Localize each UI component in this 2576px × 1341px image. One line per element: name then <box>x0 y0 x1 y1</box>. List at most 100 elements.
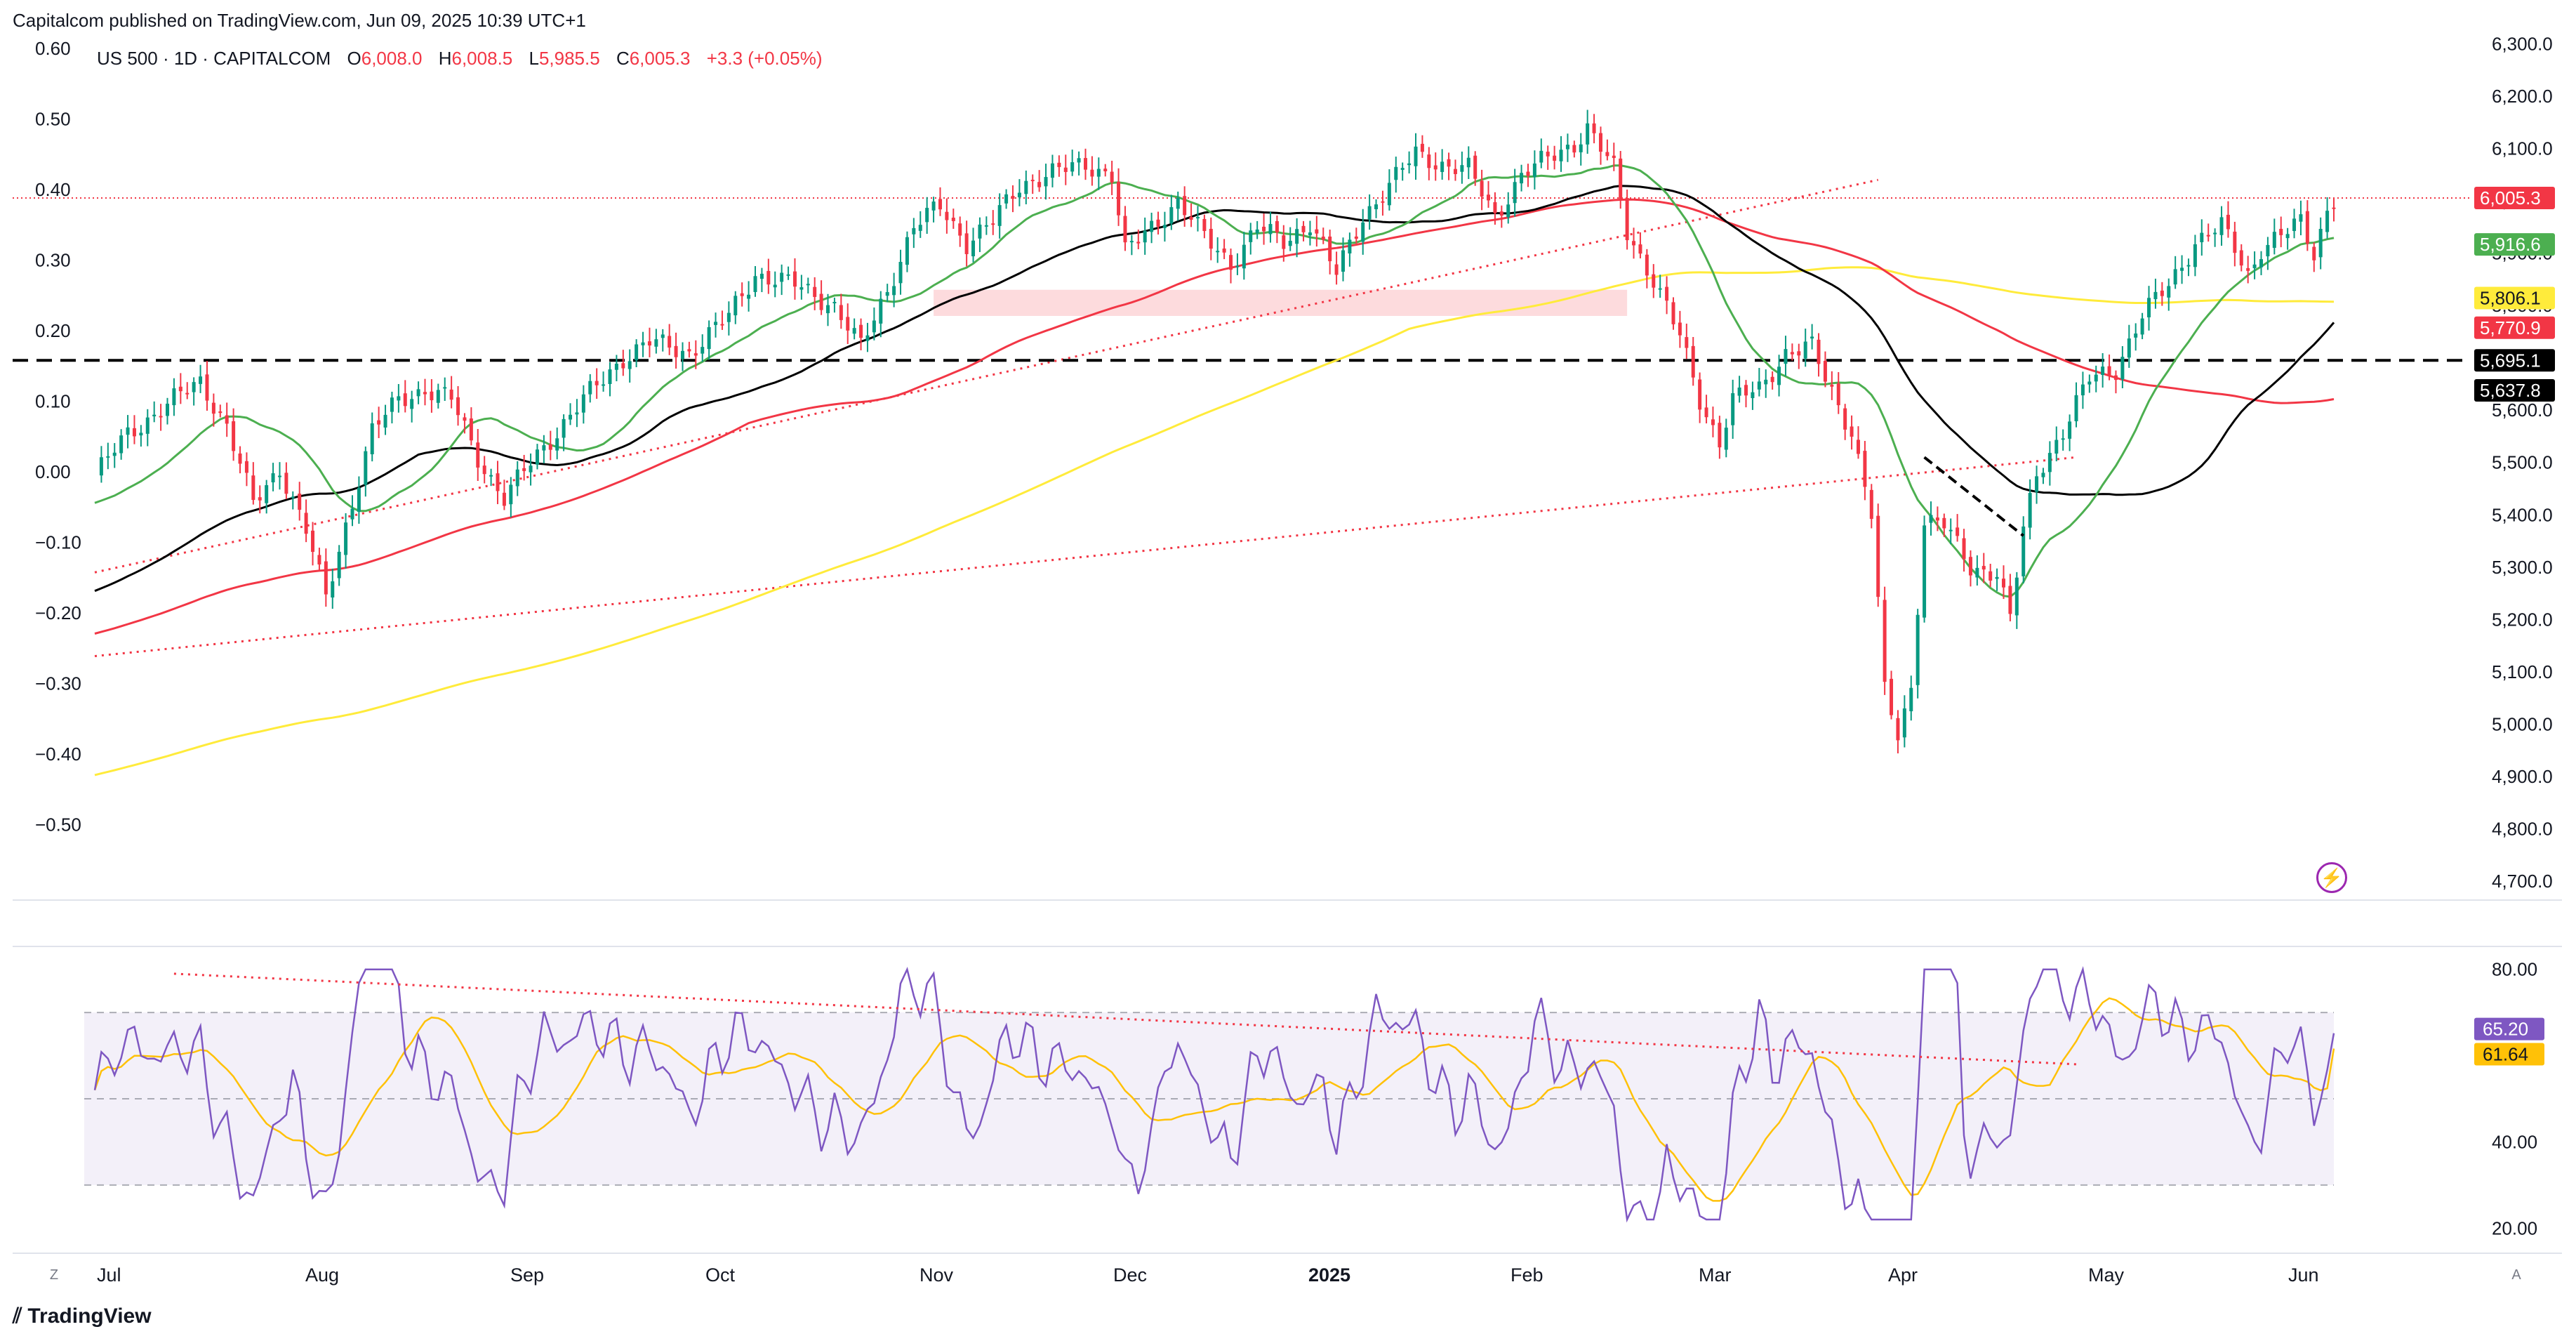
rsi-ma-line <box>93 997 2335 1202</box>
candle-body <box>542 445 546 451</box>
candle-body <box>1328 236 1332 262</box>
candle-body <box>813 286 817 297</box>
candle-body <box>575 412 579 415</box>
candle-body <box>2101 366 2105 375</box>
candle-body <box>139 432 143 436</box>
flash-icon[interactable]: ⚡ <box>2316 862 2347 893</box>
candle-body <box>2153 291 2158 300</box>
left-axis-tick: 0.60 <box>35 38 71 59</box>
price-axis-tick: 6,200.0 <box>2492 86 2553 107</box>
candle-body <box>397 396 401 401</box>
candle-body <box>443 387 447 389</box>
candle-body <box>2094 374 2098 382</box>
candle-body <box>225 415 229 424</box>
candle-body <box>185 392 190 395</box>
candle-body <box>1103 169 1108 171</box>
left-axis-tick: −0.40 <box>35 744 81 765</box>
candle-body <box>416 389 420 397</box>
candle-body <box>1235 265 1240 267</box>
candle-body <box>1770 376 1774 383</box>
legend-high-value: 6,008.5 <box>451 48 513 69</box>
candle-body <box>1004 194 1009 204</box>
candle-body <box>1909 687 1913 712</box>
time-axis-tick: Feb <box>1511 1264 1543 1286</box>
candle-body <box>1830 385 1834 387</box>
candle-body <box>2312 246 2316 260</box>
candle-body <box>112 452 117 456</box>
candle-body <box>436 390 440 403</box>
candle-body <box>2134 333 2138 338</box>
zoom-reset-button[interactable]: Z <box>49 1267 59 1283</box>
candle-body <box>1414 146 1418 166</box>
candle-body <box>1321 237 1325 240</box>
candle-body <box>2213 232 2217 234</box>
candle-body <box>1678 322 1682 336</box>
candle-body <box>2318 228 2323 258</box>
legend-open-label: O <box>347 48 361 69</box>
candle-body <box>2147 298 2151 317</box>
candle-body <box>1652 274 1656 288</box>
price-axis-tick: 5,500.0 <box>2492 452 2553 473</box>
candle-body <box>555 438 559 451</box>
candle-body <box>2193 244 2197 267</box>
candle-body <box>2279 228 2283 235</box>
candle-body <box>1764 379 1768 385</box>
candle-body <box>1995 576 1999 579</box>
candle-body <box>1229 255 1233 270</box>
candle-body <box>1797 351 1801 356</box>
candle-body <box>595 381 599 385</box>
candle-body <box>1381 201 1385 203</box>
candle-body <box>1427 154 1431 169</box>
candle-body <box>192 382 196 392</box>
candle-body <box>1751 392 1755 399</box>
candle-body <box>641 342 645 345</box>
candle-body <box>1810 336 1814 339</box>
candle-body <box>1295 229 1299 244</box>
candle-body <box>1367 206 1372 220</box>
candle-body <box>1916 614 1920 685</box>
candle-body <box>608 369 612 385</box>
auto-scale-button[interactable]: A <box>2511 1267 2521 1283</box>
candle-body <box>1084 158 1088 170</box>
left-axis-tick: −0.30 <box>35 673 81 694</box>
candle-body <box>1242 244 1246 269</box>
candle-body <box>852 328 856 334</box>
left-axis-tick: −0.10 <box>35 532 81 553</box>
candle-body <box>1526 171 1530 176</box>
candle-body <box>1480 180 1484 197</box>
rsi-axis-tick: 20.00 <box>2492 1217 2537 1238</box>
candle-body <box>747 294 751 299</box>
left-axis-tick: −0.20 <box>35 602 81 623</box>
candle-body <box>344 522 348 555</box>
candle-body <box>1255 229 1259 234</box>
candle-body <box>377 420 381 425</box>
sma-red-line <box>94 198 2335 635</box>
candle-body <box>733 296 738 316</box>
candle-body <box>1691 345 1695 378</box>
legend-open-value: 6,008.0 <box>361 48 423 69</box>
candle-body <box>482 465 486 475</box>
candle-body <box>859 324 863 338</box>
candle-body <box>2332 207 2336 209</box>
candle-body <box>1744 385 1748 396</box>
candle-body <box>1017 192 1021 198</box>
candle-body <box>2068 421 2072 439</box>
time-axis-tick: May <box>2088 1264 2125 1286</box>
candle-body <box>766 270 771 285</box>
candle-body <box>945 211 949 220</box>
candle-body <box>2074 395 2078 421</box>
sma-green-line <box>94 164 2335 598</box>
candle-body <box>529 465 533 473</box>
candle-body <box>1520 173 1524 184</box>
candle-body <box>390 397 394 412</box>
candle-body <box>1354 236 1358 239</box>
candle-body <box>971 240 976 257</box>
candle-body <box>178 386 182 392</box>
price-axis-tick: 4,900.0 <box>2492 766 2553 787</box>
legend-close-label: C <box>616 48 630 69</box>
candle-body <box>1487 194 1491 201</box>
candle-body <box>2021 526 2026 576</box>
candle-body <box>2120 357 2125 380</box>
candle-body <box>1989 571 1993 581</box>
